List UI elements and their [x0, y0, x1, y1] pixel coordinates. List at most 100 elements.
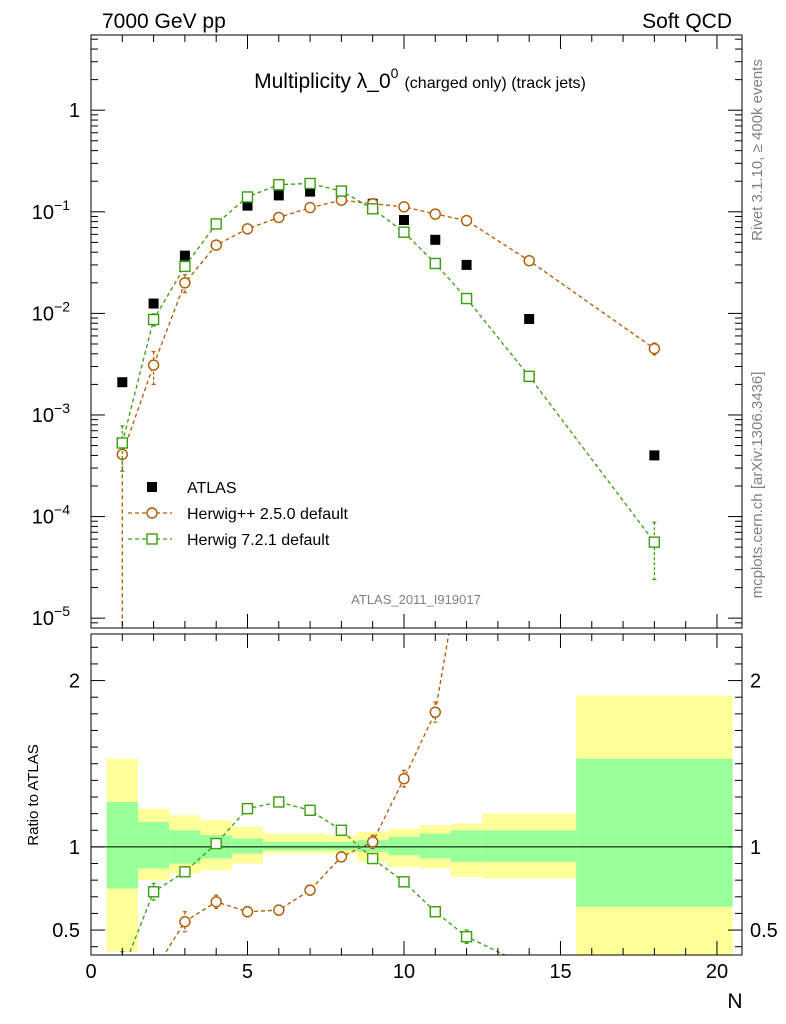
x-tick-label: 10 [393, 961, 415, 983]
title-superscript: 0 [391, 65, 399, 81]
ratio-y-tick-label: 2 [69, 671, 80, 693]
ratio-point [210, 837, 222, 850]
y-tick-label: 10−4 [32, 502, 70, 529]
header-left: 7000 GeV pp [102, 10, 226, 33]
series-line [121, 199, 655, 626]
main-frame [90, 34, 743, 629]
ratio-point [429, 906, 441, 918]
analysis-id: ATLAS_2011_I919017 [351, 592, 481, 607]
data-point [430, 234, 441, 245]
rivet-label: Rivet 3.1.10, ≥ 400k events [749, 59, 766, 241]
data-point [241, 191, 254, 203]
data-point [179, 277, 191, 289]
x-axis-label: N [727, 990, 742, 1013]
ratio-point [210, 896, 222, 908]
ratio-band-inner [106, 801, 138, 889]
x-tick-label: 5 [242, 961, 253, 983]
ratio-y-tick-label-right: 1 [750, 837, 761, 859]
ratio-point [335, 824, 348, 836]
title-main: Multiplicity λ_0 [254, 70, 391, 93]
ratio-point [460, 931, 473, 943]
y-tick-label: 10−5 [32, 603, 70, 630]
data-point [429, 208, 441, 220]
ratio-point [149, 967, 159, 977]
data-point [304, 201, 316, 214]
ratio-band-inner [576, 758, 733, 907]
data-point [648, 342, 661, 355]
ratio-point [304, 804, 316, 817]
main-series [116, 177, 661, 626]
ratio-point [462, 526, 472, 536]
ratio-ylabel: Ratio to ATLAS [25, 744, 42, 845]
legend-label: Herwig++ 2.5.0 default [187, 506, 349, 523]
ratio-point [524, 962, 534, 972]
data-point [147, 359, 160, 371]
ratio-point [241, 906, 254, 918]
data-point [366, 203, 379, 215]
legend-marker [146, 507, 158, 519]
data-point [523, 255, 535, 267]
ratio-y-tick-label-right: 0.5 [750, 920, 778, 942]
data-point [273, 178, 285, 191]
data-point [335, 185, 348, 197]
ratio-point [273, 796, 285, 808]
y-tick-label: 10−1 [32, 197, 70, 224]
ratio-point [649, 985, 659, 995]
data-point [523, 370, 535, 383]
data-point [398, 215, 409, 226]
data-point [460, 214, 473, 227]
data-point [304, 177, 316, 190]
ratio-point [241, 802, 254, 815]
x-tick-label: 15 [549, 961, 571, 983]
y-tick-label: 10−3 [32, 400, 70, 427]
axes: 0 5 10 15 20 1 10−1 10−2 10−3 10−4 10−5 0.5 0.5 1 1 2 2 [32, 35, 778, 983]
ratio-band-inner [137, 821, 170, 869]
ratio-band-inner [325, 841, 358, 851]
data-point [273, 211, 285, 224]
legend-label: Herwig 7.2.1 default [187, 532, 330, 549]
ratio-line [163, 634, 450, 955]
data-point [648, 536, 661, 548]
data-point [273, 190, 284, 201]
data-point [116, 448, 128, 461]
ratio-point [366, 852, 379, 865]
legend-marker [146, 533, 158, 545]
ratio-band-inner [482, 830, 577, 862]
ratio-y-tick-label: 0.5 [52, 920, 80, 942]
x-tick-label: 20 [706, 961, 728, 983]
data-point [242, 200, 253, 211]
title-suffix: (charged only) (track jets) [404, 75, 585, 92]
data-point [398, 201, 410, 213]
ratio-band-inner [231, 838, 264, 854]
ratio-bands [106, 695, 733, 955]
ratio-point [179, 916, 191, 928]
data-point [429, 257, 441, 270]
ratio-frame [90, 633, 743, 956]
ratio-point [398, 876, 410, 888]
ratio-point [304, 884, 316, 896]
data-point [460, 292, 473, 305]
data-point [179, 260, 191, 273]
data-point [210, 239, 222, 251]
ratio-point [335, 851, 348, 863]
legend-label: ATLAS [187, 480, 237, 497]
ratio-point [147, 886, 160, 898]
ratio-point [366, 836, 379, 848]
data-point [210, 218, 222, 230]
ratio-band-inner [419, 833, 451, 859]
data-point [147, 313, 160, 326]
ratio-y-tick-label-right: 2 [750, 671, 761, 693]
data-point [117, 377, 128, 388]
chart-title: Multiplicity λ_00 (charged only) (track j… [254, 65, 586, 93]
series-line [121, 182, 655, 543]
ratio-point [398, 772, 410, 785]
ratio-point [117, 976, 127, 986]
data-point [305, 186, 316, 197]
data-point [241, 223, 254, 235]
ratio-band-inner [450, 830, 483, 862]
legend-marker [147, 482, 157, 492]
header-right: Soft QCD [642, 10, 732, 33]
ratio-point [429, 706, 441, 718]
data-point [116, 437, 128, 449]
